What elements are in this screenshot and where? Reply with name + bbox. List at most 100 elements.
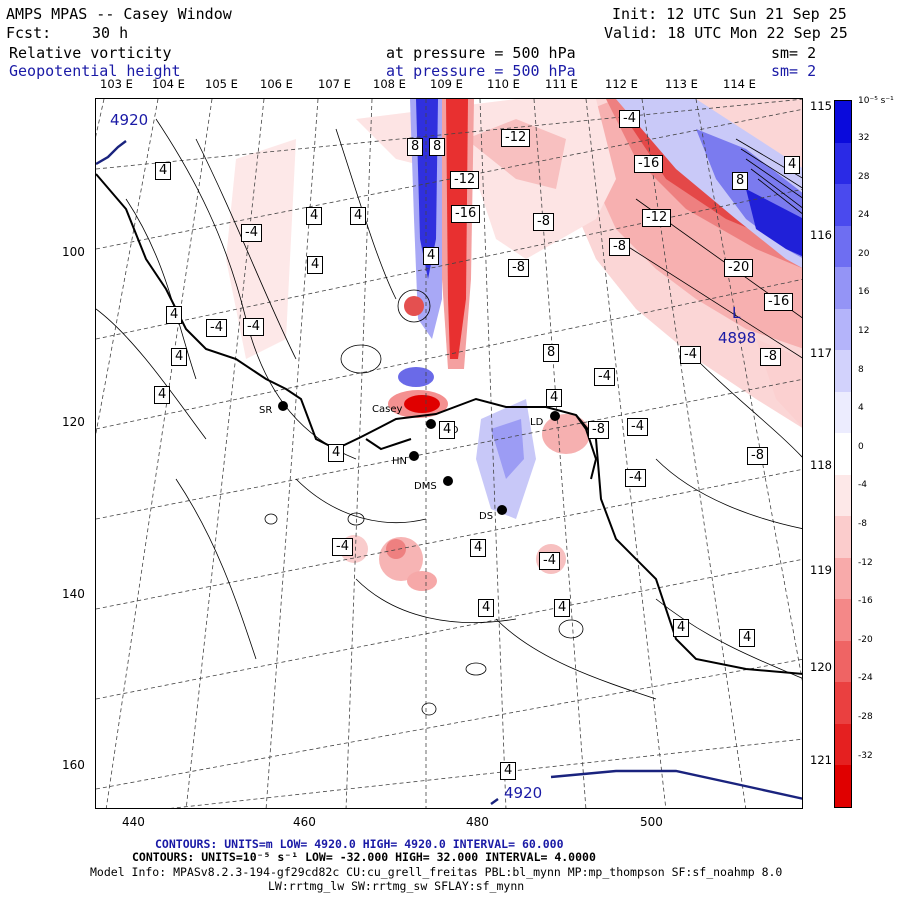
vorticity-contour-label: -4: [206, 319, 227, 337]
vorticity-contour-label: -4: [627, 418, 648, 436]
colorbar-label: -24: [858, 673, 873, 684]
field1-smoothing: sm= 2: [771, 44, 817, 62]
colorbar-label: 32: [858, 133, 870, 143]
x-tick-label: 440: [122, 815, 145, 829]
vorticity-contour-label: -4: [539, 552, 560, 570]
colorbar-segment: [835, 640, 851, 683]
vorticity-contour-label: -4: [243, 318, 264, 336]
colorbar-segment: [835, 723, 851, 766]
lon-label: 108 E: [373, 77, 406, 91]
field2-name: Geopotential height: [9, 62, 181, 80]
station-ld-dot: [550, 411, 560, 421]
station-ds-dot: [497, 505, 507, 515]
coastline: [96, 173, 802, 675]
colorbar-label: 24: [858, 210, 870, 221]
valid-time: Valid: 18 UTC Mon 22 Sep 25: [604, 24, 848, 42]
station-label: LD: [530, 417, 544, 428]
forecast-hours: 30 h: [92, 24, 129, 42]
vorticity-contour-label: 4: [673, 619, 690, 637]
field1-level: at pressure = 500 hPa: [386, 44, 576, 62]
footer-vort-contours: CONTOURS: UNITS=10⁻⁵ s⁻¹ LOW= -32.000 HI…: [132, 850, 596, 864]
footer-model-info: Model Info: MPASv8.2.3-194-gf29cd82c CU:…: [90, 865, 783, 879]
lon-label: 107 E: [318, 77, 351, 91]
vorticity-contour-label: 4: [166, 306, 183, 324]
lon-label: 112 E: [605, 77, 638, 91]
y-tick-label: 120: [62, 415, 85, 429]
colorbar-segment: [835, 184, 851, 227]
colorbar-label: -16: [858, 596, 873, 607]
colorbar-label: -4: [858, 480, 867, 491]
field2-level: at pressure = 500 hPa: [386, 62, 576, 80]
height-contour-label: 4920: [110, 111, 149, 129]
vorticity-contour-label: 4: [171, 348, 188, 366]
vorticity-contour-label: 4: [328, 444, 345, 462]
station-hn-dot: [409, 451, 419, 461]
vorticity-contour-label: -8: [760, 348, 781, 366]
map-plot: SRCaseyHNDMSDSLDMO492049204898L444444444…: [95, 98, 803, 809]
lon-label: 114 E: [723, 77, 756, 91]
colorbar: [834, 100, 852, 808]
vorticity-contour-label: 8: [429, 138, 446, 156]
colorbar-segment: [835, 225, 851, 268]
vorticity-contour-label: 8: [732, 172, 749, 190]
station-label: HN: [392, 456, 407, 467]
colorbar-label: 12: [858, 326, 870, 336]
colorbar-label: -12: [858, 557, 873, 568]
vorticity-contour-label: -20: [724, 259, 754, 277]
lon-label: 104 E: [152, 77, 185, 91]
colorbar-label: -28: [858, 712, 873, 722]
map-svg: [96, 99, 802, 808]
height-contour-label: 4898: [718, 329, 757, 347]
station-casey-dot: [426, 419, 436, 429]
footer-height-contours: CONTOURS: UNITS=m LOW= 4920.0 HIGH= 4920…: [155, 837, 564, 851]
field2-smoothing: sm= 2: [771, 62, 817, 80]
colorbar-segment: [835, 516, 851, 559]
lon-label: 113 E: [665, 77, 698, 91]
vorticity-contour-label: 4: [350, 207, 367, 225]
vorticity-contour-label: -4: [680, 346, 701, 364]
y-tick-label: 100: [62, 245, 85, 259]
colorbar-segment: [835, 267, 851, 310]
init-time: Init: 12 UTC Sun 21 Sep 25: [612, 5, 847, 23]
vorticity-shading: [226, 99, 802, 591]
y-tick-label: 160: [62, 758, 85, 772]
station-label: SR: [259, 405, 273, 416]
colorbar-segment: [835, 682, 851, 725]
colorbar-label: -8: [858, 519, 867, 529]
footer-model-physics: LW:rrtmg_lw SW:rrtmg_sw SFLAY:sf_mynn: [268, 879, 525, 893]
colorbar-segment: [835, 557, 851, 600]
colorbar-segment: [835, 433, 851, 476]
colorbar-segment: [835, 308, 851, 351]
vorticity-contour-label: -12: [642, 209, 672, 227]
vorticity-contour-label: -16: [764, 293, 794, 311]
field1-name: Relative vorticity: [9, 44, 172, 62]
vorticity-contour-label: -16: [634, 155, 664, 173]
station-dms-dot: [443, 476, 453, 486]
height-contour-label: 4920: [504, 784, 543, 802]
colorbar-segment: [835, 474, 851, 517]
colorbar-segment: [835, 350, 851, 393]
vorticity-contour-label: 8: [543, 344, 560, 362]
station-markers: [278, 401, 560, 515]
station-label: Casey: [372, 404, 403, 415]
plot-title: AMPS MPAS -- Casey Window: [6, 5, 232, 23]
y-tick-label: 140: [62, 587, 85, 601]
x-tick-label: 460: [293, 815, 316, 829]
colorbar-label: 28: [858, 171, 870, 182]
x-tick-label: 500: [640, 815, 663, 829]
vorticity-contour-label: -4: [625, 469, 646, 487]
vorticity-contour-label: -12: [501, 129, 531, 147]
vorticity-contour-label: 4: [154, 386, 171, 404]
vorticity-contour-label: 4: [439, 421, 456, 439]
colorbar-unit: 10⁻⁵ s⁻¹: [858, 96, 894, 106]
vorticity-contour-label: 4: [546, 389, 563, 407]
station-label: DMS: [414, 481, 437, 492]
low-pressure-marker: L: [732, 304, 741, 322]
colorbar-label: 4: [858, 403, 864, 414]
colorbar-label: 0: [858, 441, 864, 452]
vorticity-contour-label: 4: [500, 762, 517, 780]
colorbar-label: 20: [858, 248, 870, 259]
lon-label: 105 E: [205, 77, 238, 91]
vorticity-contour-label: 4: [423, 247, 440, 265]
colorbar-label: -32: [858, 750, 873, 761]
